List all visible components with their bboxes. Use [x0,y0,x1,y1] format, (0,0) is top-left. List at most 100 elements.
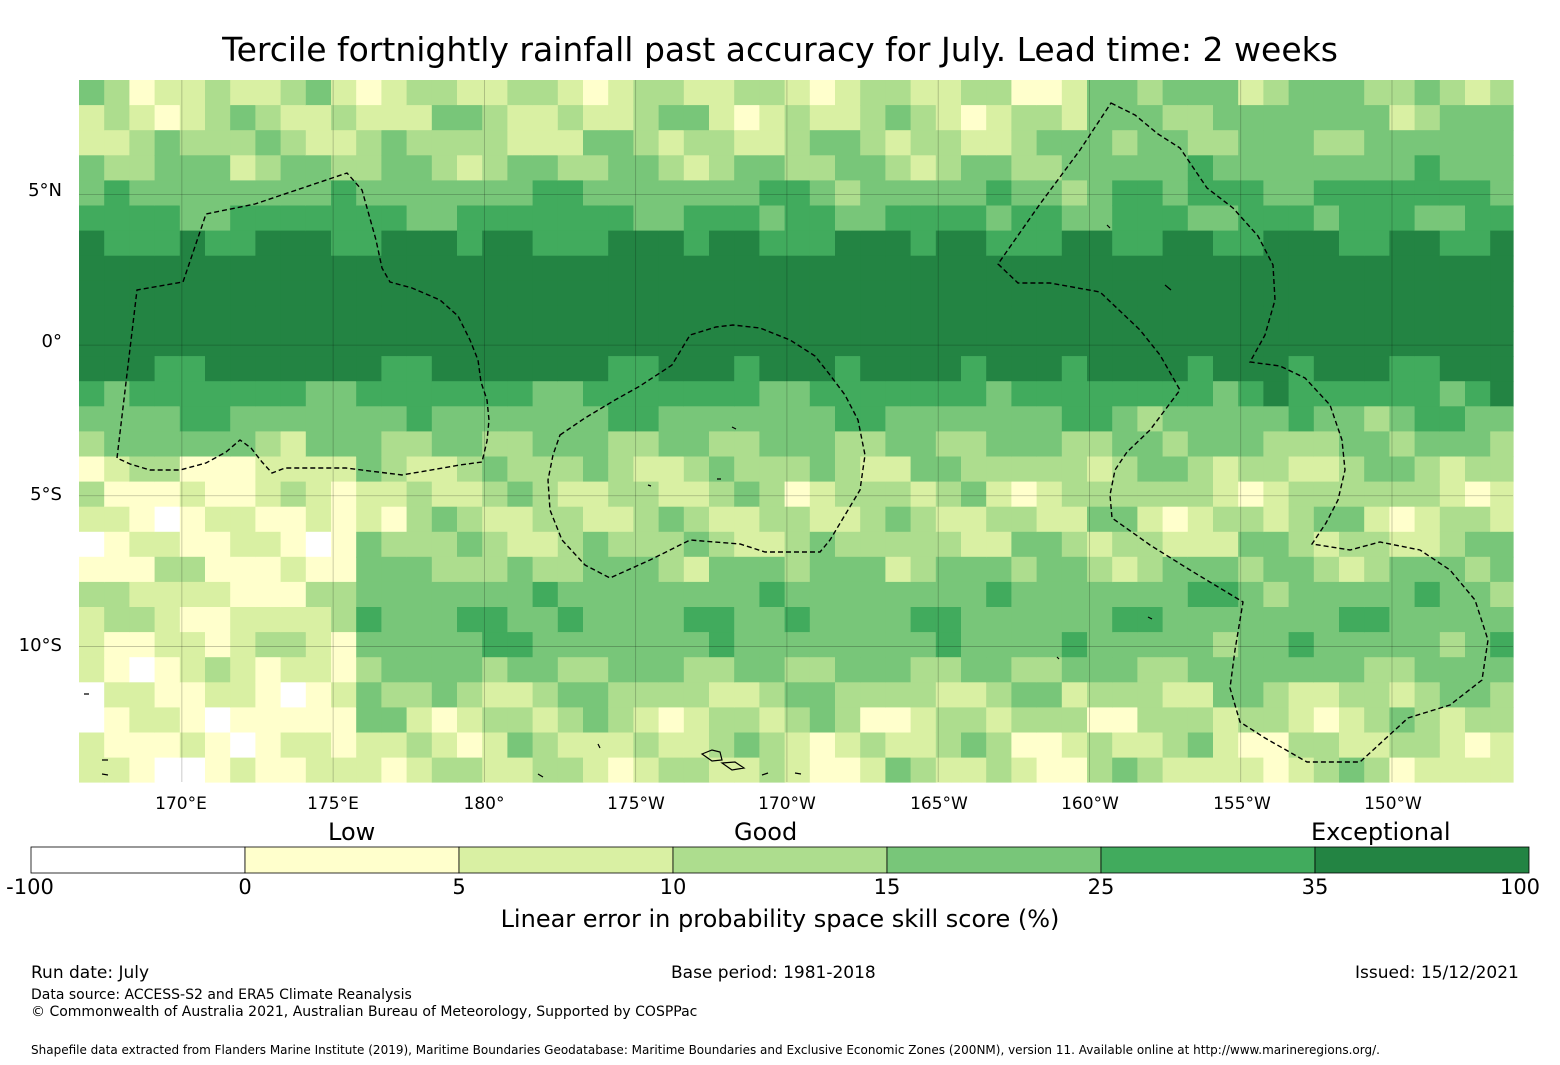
skill-cell [129,632,156,658]
skill-cell [557,230,584,257]
skill-cell [1036,481,1063,508]
skill-cell [935,406,962,432]
skill-cell [1490,531,1514,558]
skill-cell [910,732,937,759]
skill-cell [658,682,685,708]
skill-cell [255,481,282,508]
skill-cell [1087,757,1113,783]
skill-cell [658,707,685,734]
skill-cell [1112,607,1138,633]
skill-cell [1439,280,1466,307]
skill-cell [835,682,861,708]
skill-cell [406,607,433,633]
skill-cell [179,732,206,759]
skill-cell [658,456,685,483]
skill-cell [683,581,710,608]
skill-cell [507,205,534,232]
skill-cell [1364,456,1390,483]
skill-cell [759,556,786,583]
skill-cell [734,331,760,357]
skill-cell [482,305,508,332]
skill-cell [1036,356,1063,382]
skill-cell [1036,556,1063,583]
skill-cell [1439,657,1466,683]
skill-cell [1313,581,1340,608]
skill-cell [507,506,534,533]
skill-cell [683,205,710,232]
skill-cell [406,632,433,658]
skill-cell [331,105,357,131]
skill-cell [305,431,332,458]
skill-cell [381,155,408,181]
skill-cell [709,280,735,307]
skill-cell [1364,105,1390,131]
skill-cell [1137,632,1164,658]
skill-cell [255,632,282,658]
skill-cell [784,481,811,508]
skill-cell [1137,757,1164,783]
skill-cell [305,130,332,156]
skill-cell [1137,506,1164,533]
skill-cell [1364,707,1390,734]
skill-cell [1439,230,1466,257]
skill-cell [331,155,357,181]
skill-cell [230,531,256,558]
skill-cell [331,757,357,783]
skill-cell [1364,757,1390,783]
skill-cell [507,230,534,257]
skill-cell [910,305,937,332]
skill-cell [1439,607,1466,633]
skill-cell [179,506,206,533]
colorbar-tick: 100 [1499,875,1541,899]
skill-cell [129,130,156,156]
skill-cell [1137,155,1164,181]
skill-cell [507,707,534,734]
skill-cell [885,506,912,533]
skill-cell [633,632,660,658]
skill-cell [1112,632,1138,658]
skill-cell [129,431,156,458]
skill-cell [683,180,710,207]
skill-cell [406,305,433,332]
skill-cell [1036,80,1063,106]
skill-cell [1238,607,1264,633]
skill-cell [860,130,886,156]
skill-cell [1339,356,1365,382]
skill-cell [431,80,458,106]
skill-cell [709,732,735,759]
skill-cell [406,732,433,759]
skill-cell [1036,130,1063,156]
skill-cell [1011,80,1038,106]
skill-cell [1364,556,1390,583]
skill-cell [885,657,912,683]
skill-cell [1465,155,1491,181]
skill-cell [1288,130,1315,156]
skill-cell [79,155,105,181]
skill-cell [305,506,332,533]
skill-cell [1339,305,1365,332]
skill-cell [179,406,206,432]
skill-cell [885,305,912,332]
skill-cell [583,682,609,708]
skill-cell [734,155,760,181]
skill-cell [1087,230,1113,257]
skill-cell [557,506,584,533]
skill-cell [608,305,634,332]
skill-cell [1011,381,1038,407]
skill-cell [280,732,307,759]
skill-cell [230,230,256,257]
skill-cell [457,80,483,106]
skill-cell [1087,155,1113,181]
skill-cell [356,356,382,382]
skill-cell [1137,255,1164,282]
skill-cell [986,180,1012,207]
skill-cell [1414,506,1441,533]
skill-cell [583,105,609,131]
skill-cell [104,155,130,181]
skill-cell [1162,431,1189,458]
skill-cell [179,105,206,131]
skill-cell [507,556,534,583]
skill-cell [356,280,382,307]
skill-cell [1465,481,1491,508]
